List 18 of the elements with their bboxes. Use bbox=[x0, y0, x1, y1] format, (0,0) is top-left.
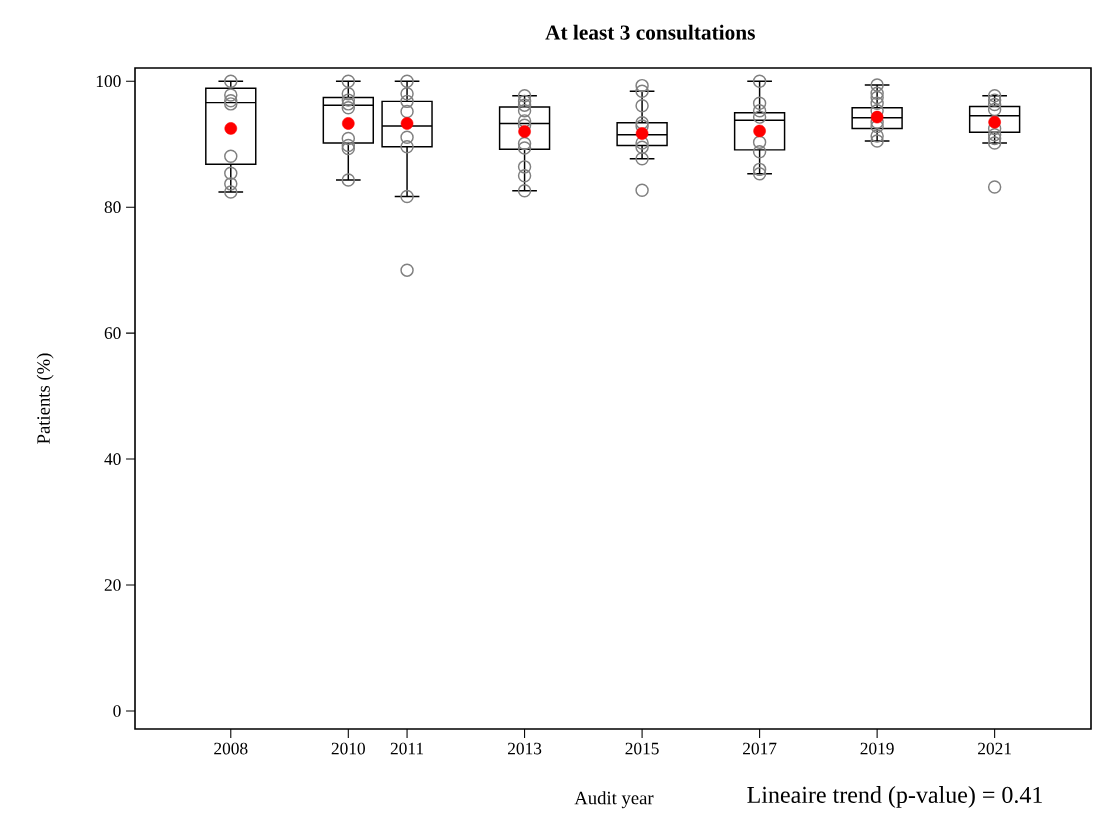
x-tick-label: 2017 bbox=[743, 742, 777, 755]
x-tick-label: 2011 bbox=[390, 742, 424, 755]
x-tick-label: 2010 bbox=[331, 742, 365, 755]
y-tick-label: 20 bbox=[104, 579, 121, 591]
text: Lineaire trend (p-value) = 0.41 bbox=[747, 786, 1042, 808]
x-tick-label: 2008 bbox=[214, 742, 248, 755]
y-axis-title: Patients (%) bbox=[36, 353, 54, 444]
y-tick-label: 40 bbox=[104, 453, 121, 465]
x-axis-title: Audit year bbox=[574, 791, 654, 809]
x-tick-label: 2019 bbox=[860, 742, 894, 755]
y-tick-label: 0 bbox=[113, 705, 121, 717]
x-tick-label: 2021 bbox=[978, 742, 1011, 755]
x-tick-label: 2015 bbox=[625, 742, 659, 755]
y-tick-label: 80 bbox=[104, 201, 121, 214]
y-tick-label: 100 bbox=[96, 75, 121, 88]
chart-title: At least 3 consultations bbox=[545, 24, 755, 40]
y-tick-label: 60 bbox=[104, 327, 121, 339]
x-tick-label: 2013 bbox=[507, 742, 542, 755]
